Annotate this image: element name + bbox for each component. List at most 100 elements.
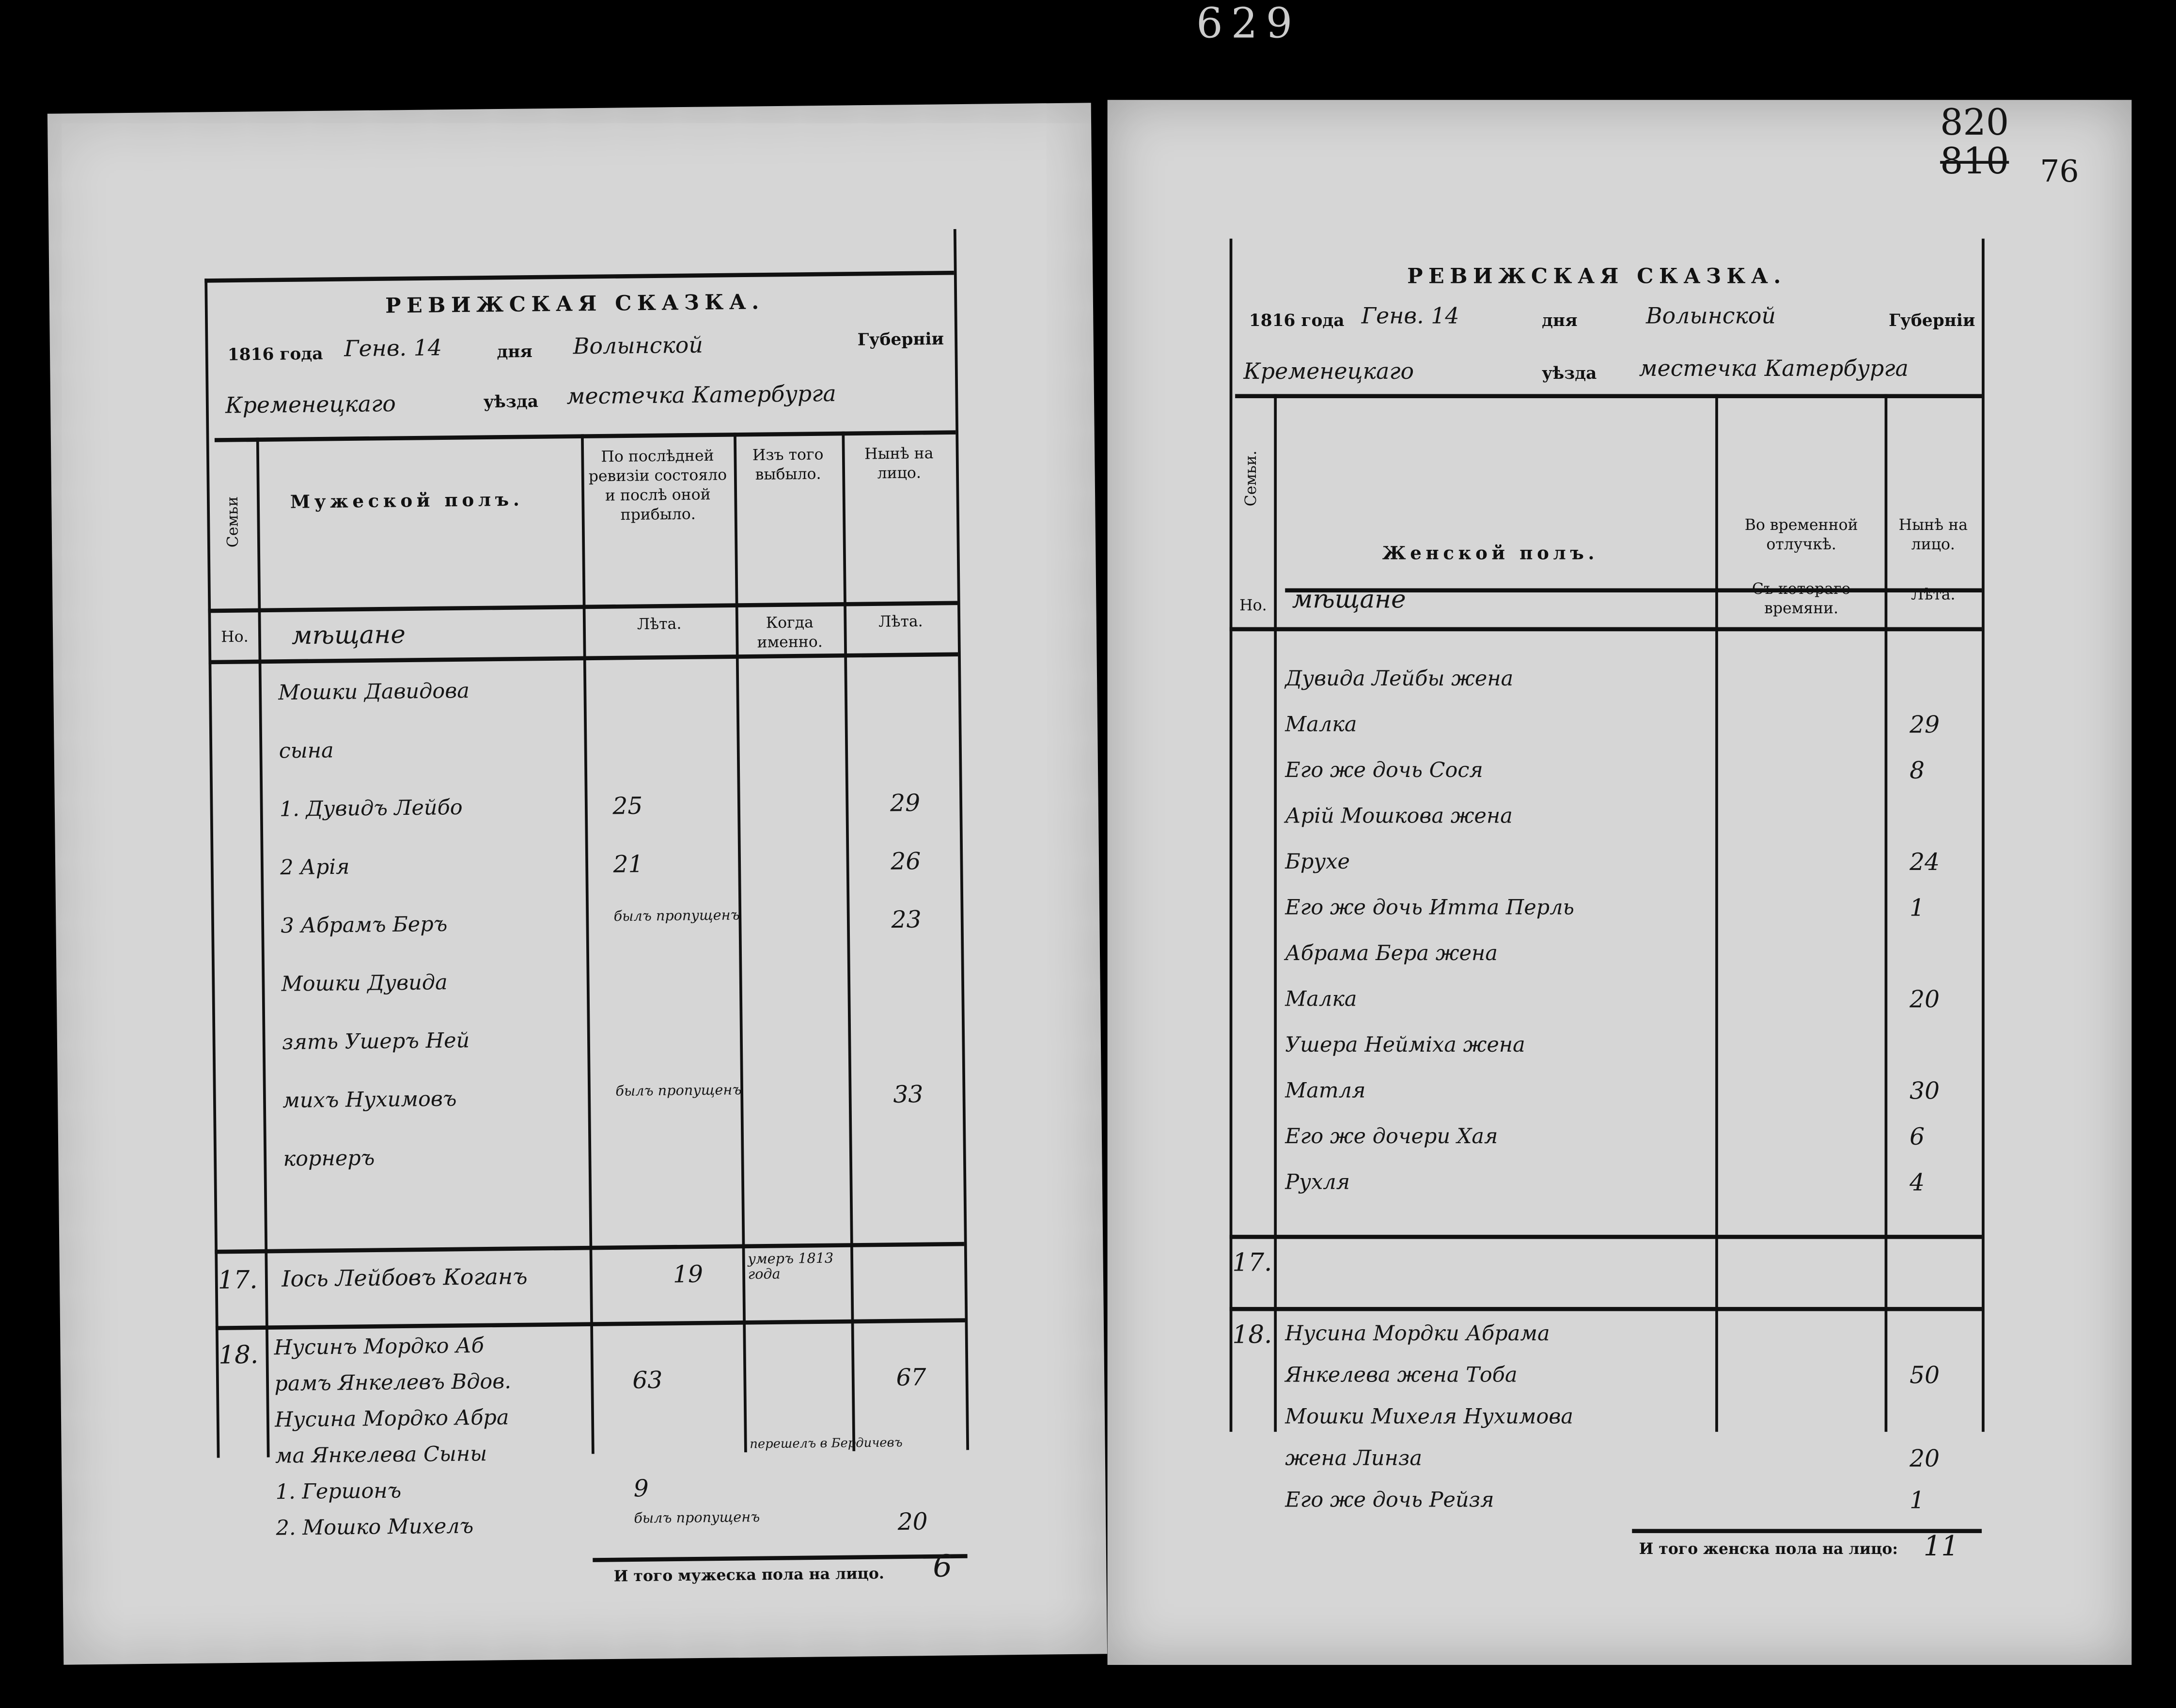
row17-name: Іось Лейбовъ Коганъ [282, 1263, 528, 1292]
entry-name: рамъ Янкелевъ Вдов. [274, 1368, 512, 1397]
entry-row: Ушера Нейміха жена [1230, 1032, 1982, 1078]
entry-row: Рухля 4 [1230, 1170, 1982, 1216]
col-prev: По послѣдней ревизіи состояло и послѣ он… [588, 447, 727, 524]
folio-extra-number: 76 [2040, 155, 2079, 190]
col-now-sub: Лѣта. [1911, 585, 1956, 604]
entry-row: Его же дочери Хая 6 [1230, 1124, 1982, 1170]
entry-name: Рухля [1285, 1169, 1350, 1195]
entry-row: Малка 29 [1230, 712, 1982, 758]
col-now: Нынѣ на лицо. [864, 444, 934, 482]
entry-now: 20 [1910, 1445, 1940, 1474]
col-family: Семьи [223, 496, 242, 548]
entry-name: Янкелева жена Тоба [1285, 1362, 1518, 1388]
entry-row: 1. Дувидъ Лейбо 25 29 [210, 790, 960, 855]
entry-name: Нусина Мордко Абра [274, 1405, 509, 1432]
entry-name: Малка [1285, 986, 1357, 1012]
district-value: Кременецкаго [225, 390, 396, 419]
entry-name: 2 Арія [280, 854, 350, 880]
entry-now: 30 [1910, 1078, 1940, 1106]
entry-now: 1 [1910, 895, 1925, 923]
right-form: РЕВИЖСКАЯ СКАЗКА. 1816 года Генв. 14 дня… [1229, 238, 1986, 1562]
entry-row: Янкелева жена Тоба 50 [1230, 1363, 1982, 1404]
entry-name: корнеръ [283, 1145, 375, 1172]
district-label: уѣзда [483, 391, 539, 412]
col-out-sub: Когда именно. [757, 613, 823, 652]
entry-now: 6 [1910, 1124, 1925, 1152]
entry-name: Его же дочери Хая [1285, 1124, 1498, 1149]
col-name: Мужеской полъ. [290, 490, 524, 514]
entry-prev: 21 [613, 851, 643, 880]
town-value: местечка Катербурга [566, 380, 836, 410]
entry-now: 26 [891, 848, 921, 877]
entry-name: Мошки Давидова [278, 678, 470, 705]
province-value: Волынской [1645, 302, 1776, 329]
entry-row: михъ Нухимовъ былъ пропущенъ 33 [213, 1081, 963, 1147]
entry-row: зять Ушеръ Ней [212, 1023, 962, 1088]
form-title: РЕВИЖСКАЯ СКАЗКА. [1407, 264, 1786, 289]
total-female-label: И того женска пола на лицо: [1639, 1540, 1898, 1558]
entry-name: 2. Мошко Михелъ [276, 1513, 474, 1541]
entry-row: Абрама Бера жена [1230, 941, 1982, 987]
col-now-sub: Лѣта. [878, 612, 923, 631]
entry-row: Дувида Лейбы жена [1230, 666, 1982, 712]
province-label: Губерніи [1889, 311, 1975, 330]
entry-name: жена Линза [1285, 1445, 1422, 1471]
entry-now: 20 [1910, 986, 1940, 1014]
entry-row: 2. Мошко Михелъ былъ пропущенъ 20 [218, 1508, 967, 1553]
folio-number: 820 [1940, 102, 2009, 144]
row18-no: 18. [1232, 1320, 1272, 1350]
entry-name: Его же дочь Сося [1285, 757, 1483, 783]
entry-now: 23 [891, 906, 922, 935]
entry-name: Нусинъ Мордко Аб [274, 1333, 485, 1360]
col-away-sub: Съ котораго времяни. [1752, 580, 1851, 618]
entry-name: 1. Гершонъ [275, 1478, 402, 1505]
entry-row: Нусина Мордки Абрама [1230, 1321, 1982, 1363]
entry-now: 8 [1910, 757, 1925, 786]
province-value: Волынской [573, 331, 704, 359]
entry-prev: 25 [612, 792, 643, 821]
entry-name: ма Янкелева Сыны [275, 1441, 487, 1469]
estate-label: мѣщане [291, 621, 406, 651]
entry-row: 3 Абрамъ Беръ былъ пропущенъ 23 [211, 906, 961, 972]
entry-name: Абрама Бера жена [1285, 940, 1498, 966]
entry-name: Малка [1285, 712, 1357, 737]
entry-name: Его же дочь Рейзя [1285, 1487, 1494, 1512]
province-label: Губерніи [857, 329, 944, 350]
entry-row: Мошки Дувида [212, 964, 962, 1030]
entry-name: Мошки Дувида [281, 970, 448, 997]
town-value: местечка Катербурга [1639, 355, 1909, 382]
col-away: Во временной отлучкѣ. [1744, 516, 1858, 554]
year-label: 1816 года [1249, 311, 1345, 330]
row17-out: умеръ 1813 года [748, 1251, 834, 1283]
col-no: Но. [220, 627, 249, 646]
entry-name: Арій Мошкова жена [1285, 803, 1513, 828]
entry-prev: былъ пропущенъ [634, 1510, 760, 1527]
entry-name: сына [279, 738, 334, 764]
district-label: уѣзда [1542, 363, 1597, 383]
entry-now: 33 [893, 1081, 924, 1110]
day-label: дня [497, 342, 533, 362]
col-out: Изъ того выбыло. [752, 445, 824, 484]
entry-name: Мошки Михеля Нухимова [1285, 1404, 1573, 1429]
right-page: 820 810 76 РЕВИЖСКАЯ СКАЗКА. 1816 года Г… [1107, 100, 2132, 1665]
total-male-value: 6 [932, 1550, 953, 1585]
entry-row: Его же дочь Итта Перль 1 [1230, 895, 1982, 941]
entry-row: Мошки Михеля Нухимова [1230, 1404, 1982, 1446]
left-form: РЕВИЖСКАЯ СКАЗКА. 1816 года Генв. 14 дня… [204, 229, 985, 1585]
entry-row: Его же дочь Рейзя 1 [1230, 1487, 1982, 1529]
entry-row: жена Линза 20 [1230, 1445, 1982, 1487]
row17-no: 17. [1232, 1248, 1272, 1278]
left-page: РЕВИЖСКАЯ СКАЗКА. 1816 года Генв. 14 дня… [47, 103, 1108, 1665]
estate-label: мѣщане [1292, 585, 1406, 615]
entry-name: зять Ушеръ Ней [282, 1027, 470, 1055]
entry-name: 1. Дувидъ Лейбо [279, 794, 463, 822]
archive-sheet-number: 629 [1196, 0, 1301, 49]
entry-name: Нусина Мордки Абрама [1285, 1320, 1550, 1346]
folio-old-number: 810 [1940, 141, 2009, 184]
entry-now: 67 [896, 1364, 926, 1393]
entry-name: 3 Абрамъ Беръ [281, 911, 448, 938]
date-value: Генв. 14 [1361, 302, 1459, 329]
entry-name: михъ Нухимовъ [282, 1086, 457, 1113]
year-label: 1816 года [227, 344, 323, 365]
